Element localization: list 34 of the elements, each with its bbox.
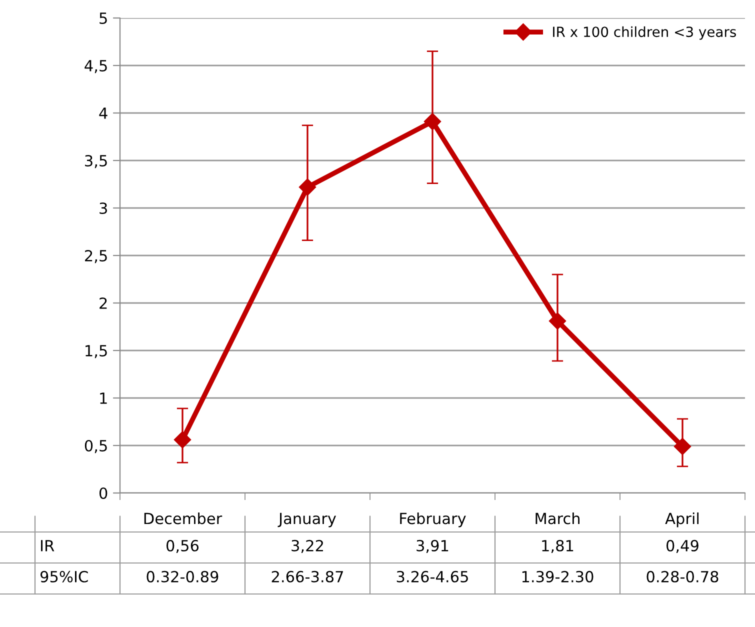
- x-tick-label: January: [278, 512, 336, 528]
- point: [424, 113, 442, 130]
- y-tick-label: 1: [100, 392, 107, 404]
- text: 0.28-0.78: [646, 570, 718, 582]
- y-tick-label: 5: [100, 12, 107, 24]
- y-tick-label: 0: [99, 487, 108, 500]
- text: 0.32-0.89: [146, 570, 218, 582]
- data-label: 3,91: [416, 540, 448, 553]
- text: 3.26-4.65: [396, 570, 468, 582]
- text: 95%IC: [40, 570, 88, 582]
- point: [298, 178, 316, 196]
- x-tick-label: March: [536, 512, 580, 524]
- text: 2.66-3.87: [272, 570, 343, 582]
- x-tick-label: April: [665, 512, 699, 528]
- data-label: 0,56: [166, 540, 199, 553]
- point: [174, 431, 192, 448]
- data-label: 1,81: [542, 540, 574, 553]
- data-label: 3,22: [292, 540, 323, 553]
- y-tick-label: 4,5: [84, 60, 107, 74]
- y-tick-label: 2: [100, 297, 107, 309]
- text: IR: [41, 540, 54, 552]
- point: [674, 438, 692, 455]
- legend-label: IR x 100 children <3 years: [553, 26, 736, 40]
- point: [548, 312, 566, 330]
- x-tick-label: February: [400, 512, 466, 528]
- y-tick-label: 1,5: [86, 345, 107, 358]
- y-tick-label: 2,5: [85, 250, 107, 264]
- y-tick-label: 3: [100, 202, 107, 214]
- text: 1.39-2.30: [522, 570, 594, 582]
- data-label: 0,49: [666, 540, 698, 553]
- x-tick-label: December: [144, 512, 222, 524]
- y-tick-label: 3,5: [85, 154, 107, 168]
- y-tick-label: 0,5: [84, 440, 107, 454]
- y-tick-label: 4: [99, 108, 108, 119]
